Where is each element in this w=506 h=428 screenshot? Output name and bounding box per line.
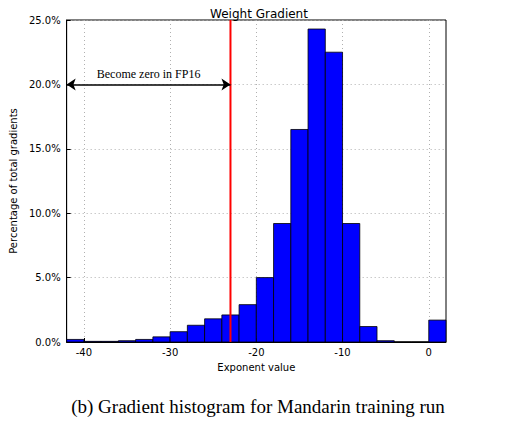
svg-text:10.0%: 10.0% (29, 208, 61, 219)
svg-text:5.0%: 5.0% (35, 272, 60, 283)
svg-text:0.0%: 0.0% (35, 337, 60, 348)
svg-text:25.0%: 25.0% (29, 15, 61, 26)
svg-text:15.0%: 15.0% (29, 143, 61, 154)
svg-text:-20: -20 (248, 347, 264, 358)
svg-text:-40: -40 (76, 347, 92, 358)
svg-text:20.0%: 20.0% (29, 79, 61, 90)
svg-text:Exponent value: Exponent value (217, 362, 295, 373)
svg-text:Weight Gradient: Weight Gradient (210, 7, 308, 21)
svg-text:-30: -30 (162, 347, 178, 358)
svg-text:(b) Gradient histogram for Man: (b) Gradient histogram for Mandarin trai… (71, 396, 445, 418)
svg-text:Become zero in FP16: Become zero in FP16 (97, 67, 201, 81)
svg-text:0: 0 (426, 347, 432, 358)
svg-text:Percentage of total gradients: Percentage of total gradients (8, 108, 19, 254)
svg-text:-10: -10 (334, 347, 350, 358)
